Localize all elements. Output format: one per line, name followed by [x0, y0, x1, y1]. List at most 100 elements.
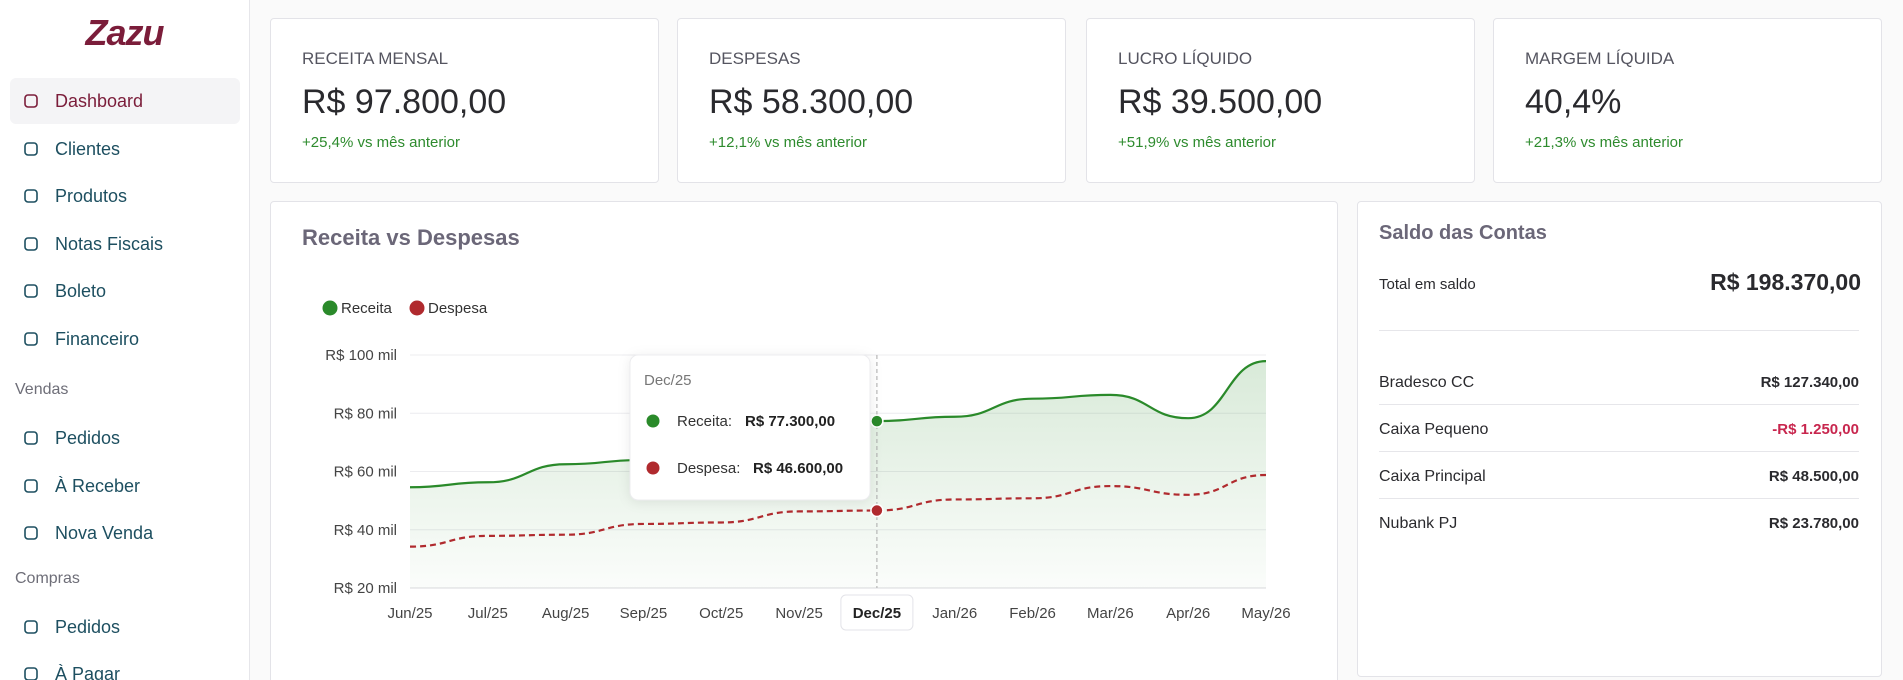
nav-item[interactable]: Produtos	[10, 173, 240, 219]
nav-item[interactable]: À Receber	[10, 463, 240, 509]
nav-label: Boleto	[55, 281, 107, 302]
nav-label: Financeiro	[55, 329, 140, 349]
nav-label: Produtos	[55, 186, 128, 207]
nav-item[interactable]: Boleto	[10, 268, 240, 314]
nav-item[interactable]: Dashboard	[10, 78, 240, 124]
account-row: Bradesco CC R$ 127.340,00	[1379, 374, 1859, 392]
nav-icon	[24, 236, 38, 251]
nav-item[interactable]: Pedidos	[10, 415, 240, 461]
sidebar: Zazu Dashboard Clientes Produtos Notas Fisc…	[0, 0, 250, 680]
kpi-card: RECEITA MENSAL R$ 97.800,00 +25,4% vs mês …	[270, 18, 659, 183]
kpi-value: R$ 58.300,00	[709, 83, 914, 121]
chart-card: Receita vs Despesas R$ 20 mil R$ 40 mil R$…	[270, 201, 1338, 680]
kpi-label: LUCRO LÍQUIDO	[1118, 49, 1253, 68]
kpi-card: LUCRO LÍQUIDO R$ 39.500,00 +51,9% vs mês a…	[1086, 18, 1475, 183]
nav-item[interactable]: Financeiro	[10, 316, 240, 362]
line	[409, 473, 1267, 548]
x-tick-label: Mar/26	[1087, 605, 1134, 622]
x-tick-label: Jul/25	[468, 605, 508, 622]
x-tick-label: Jun/25	[387, 605, 432, 622]
nav-icon	[24, 667, 38, 680]
x-tick-label: Dec/25	[853, 605, 901, 622]
hover-point	[870, 503, 884, 518]
account-value: R$ 127.340,00	[1760, 374, 1859, 391]
section-title: Vendas	[15, 381, 69, 398]
tooltip-swatch	[646, 461, 660, 475]
account-row: Caixa Principal R$ 48.500,00	[1379, 468, 1859, 486]
y-tick-label: R$ 60 mil	[334, 464, 397, 481]
kpi-card: DESPESAS R$ 58.300,00 +12,1% vs mês anteri…	[677, 18, 1066, 183]
nav-icon	[24, 94, 38, 108]
y-tick-label: R$ 80 mil	[334, 405, 397, 422]
divider	[1379, 498, 1859, 499]
legend-swatch	[409, 300, 425, 316]
account-value: R$ 23.780,00	[1768, 515, 1859, 532]
x-tick-label: Aug/25	[542, 605, 590, 622]
kpi-label: MARGEM LÍQUIDA	[1525, 49, 1675, 68]
kpi-change: +25,4% vs mês anterior	[302, 134, 460, 151]
account-value: -R$ 1.250,00	[1772, 421, 1859, 438]
x-tick-label: Apr/26	[1166, 605, 1210, 622]
account-row: Caixa Pequeno -R$ 1.250,00	[1379, 421, 1859, 439]
nav-icon	[24, 332, 38, 346]
nav-label: Pedidos	[55, 428, 121, 448]
chart-title: Receita vs Despesas	[302, 225, 520, 250]
y-tick-label: R$ 40 mil	[334, 522, 397, 539]
nav-label: Dashboard	[55, 91, 144, 111]
kpi-value: R$ 39.500,00	[1118, 83, 1323, 121]
kpi-value: R$ 97.800,00	[302, 83, 507, 121]
nav-icon	[24, 526, 38, 540]
account-name: Caixa Pequeno	[1379, 421, 1489, 438]
total-value: R$ 198.370,00	[1710, 269, 1861, 295]
x-tick-highlight	[840, 594, 914, 631]
tooltip-swatch	[646, 414, 660, 428]
chart: Receita vs Despesas R$ 20 mil R$ 40 mil R$…	[302, 225, 1291, 631]
divider	[1379, 330, 1859, 331]
kpi-change: +12,1% vs mês anterior	[709, 134, 867, 151]
nav-label: Nova Venda	[55, 523, 154, 544]
total-label: Total em saldo	[1379, 276, 1476, 293]
nav-label: À Receber	[55, 475, 141, 496]
account-name: Bradesco CC	[1379, 374, 1475, 391]
tooltip-value: R$ 77.300,00	[745, 413, 835, 430]
nav-icon	[24, 619, 38, 634]
kpi-change: +21,3% vs mês anterior	[1525, 134, 1683, 151]
y-tick-label: R$ 100 mil	[325, 347, 397, 364]
kpi-card: MARGEM LÍQUIDA 40,4% +21,3% vs mês anterio…	[1493, 18, 1882, 183]
nav-item[interactable]: Notas Fiscais	[10, 221, 240, 267]
account-name: Caixa Principal	[1379, 468, 1486, 485]
x-tick-label: Jan/26	[932, 605, 977, 622]
account-row: Nubank PJ R$ 23.780,00	[1379, 515, 1859, 533]
nav-label: À Pagar	[55, 664, 121, 680]
account-name: Nubank PJ	[1379, 515, 1458, 532]
divider	[1379, 451, 1859, 452]
accounts-card: Saldo das Contas Total em saldo R$ 198.3…	[1357, 201, 1882, 677]
nav-icon	[24, 478, 38, 493]
tooltip-value: R$ 46.600,00	[753, 460, 843, 477]
account-value: R$ 48.500,00	[1768, 468, 1859, 485]
nav-label: Pedidos	[55, 616, 121, 637]
x-tick-label: Feb/26	[1009, 605, 1056, 622]
nav-icon	[24, 189, 38, 203]
tooltip-label: Receita:	[677, 413, 732, 430]
section-title: Compras	[15, 569, 80, 587]
nav-item[interactable]: Pedidos	[10, 604, 240, 650]
y-tick-label: R$ 20 mil	[334, 580, 397, 597]
nav-item[interactable]: Clientes	[10, 126, 240, 172]
hover-point	[870, 414, 884, 428]
logo: Zazu	[85, 12, 164, 53]
tooltip-label: Despesa:	[677, 460, 740, 477]
nav-icon	[24, 284, 38, 299]
kpi-label: RECEITA MENSAL	[302, 49, 449, 68]
divider	[1379, 404, 1859, 405]
x-tick-label: Nov/25	[775, 605, 823, 622]
x-tick-label: Sep/25	[620, 605, 668, 622]
nav-item[interactable]: Nova Venda	[10, 510, 240, 556]
x-tick-label: May/26	[1241, 605, 1290, 622]
legend-label: Receita	[341, 300, 393, 317]
nav-item[interactable]: À Pagar	[10, 651, 240, 680]
nav-label: Notas Fiscais	[55, 233, 164, 254]
legend-label: Despesa	[428, 300, 488, 317]
